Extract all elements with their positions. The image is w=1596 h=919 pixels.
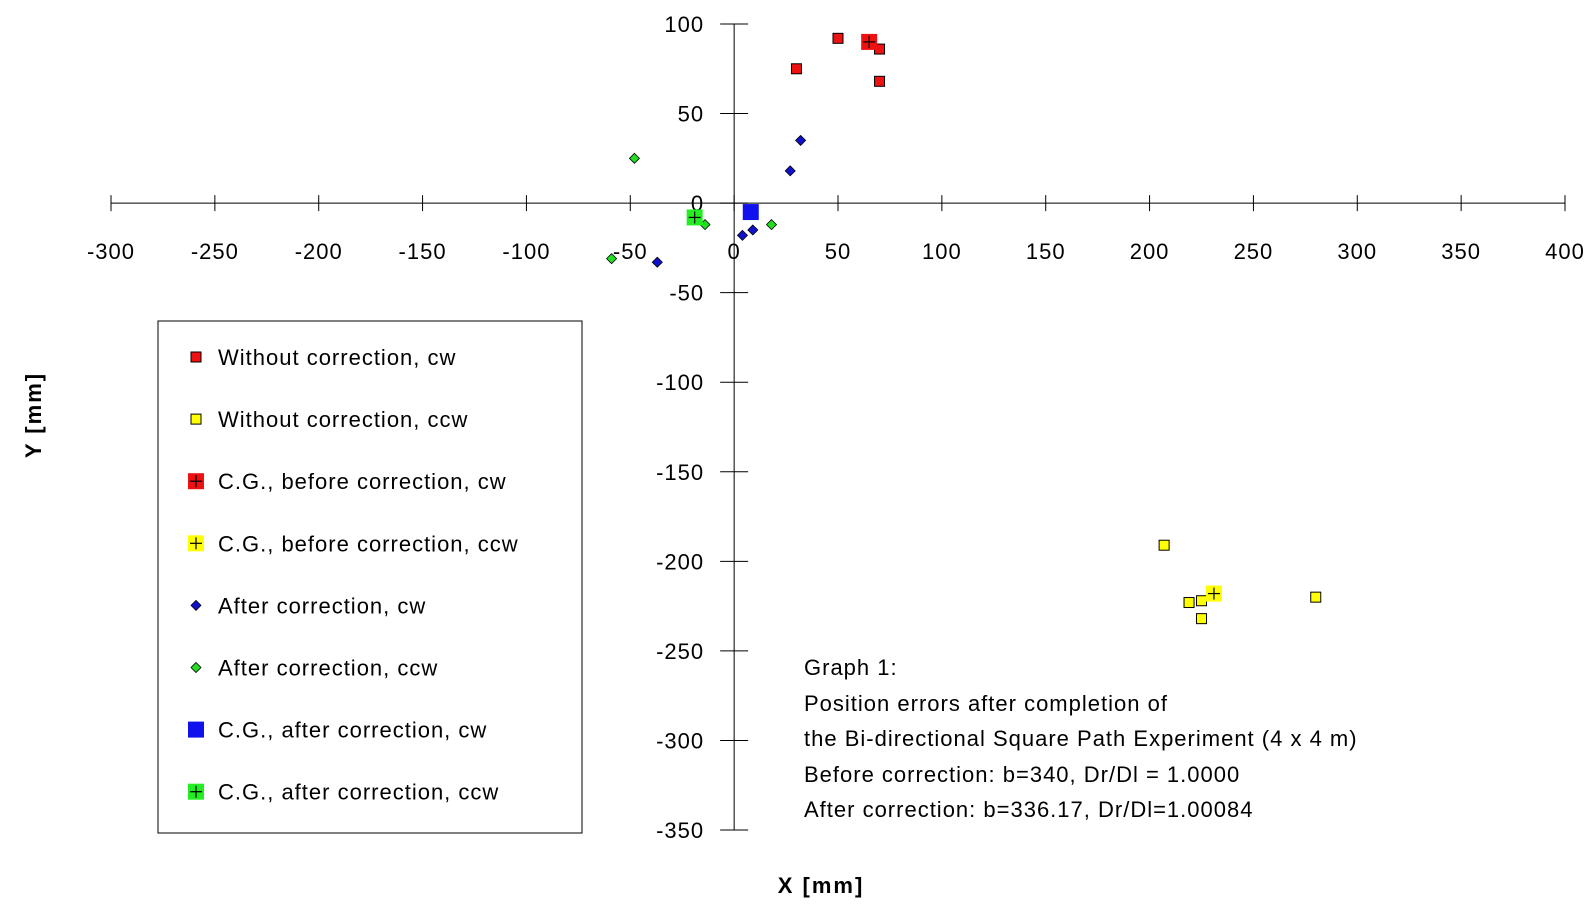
data-point — [861, 33, 878, 50]
data-point — [1205, 585, 1222, 602]
x-tick-label: -50 — [613, 239, 648, 264]
data-point — [628, 152, 641, 164]
data-point — [795, 134, 807, 146]
y-tick-label: -200 — [656, 549, 704, 574]
data-point — [790, 63, 802, 75]
data-point — [784, 165, 796, 177]
x-tick-label: 100 — [922, 239, 962, 264]
x-tick-label: 350 — [1441, 239, 1481, 264]
annotation-line-2: Position errors after completion of — [804, 691, 1168, 716]
data-point — [686, 209, 703, 226]
x-axis-title: X [mm] — [778, 873, 865, 898]
x-tick-label: -150 — [399, 239, 447, 264]
data-point — [874, 75, 886, 87]
data-point — [742, 204, 759, 221]
legend-item: Without correction, cw — [190, 345, 456, 370]
series-5 — [651, 134, 807, 268]
legend-marker — [190, 351, 202, 363]
legend-marker — [190, 599, 202, 611]
annotation-line-3: the Bi-directional Square Path Experimen… — [804, 726, 1358, 751]
series-2 — [1158, 539, 1322, 625]
legend-item: C.G., after correction, ccw — [188, 780, 499, 805]
data-point — [1310, 591, 1322, 603]
series-7 — [742, 204, 759, 221]
annotation-line-1: Graph 1: — [804, 655, 898, 680]
data-point — [736, 229, 749, 241]
x-tick-label: 200 — [1130, 239, 1170, 264]
data-point — [1158, 539, 1170, 551]
x-tick-label: 400 — [1545, 239, 1585, 264]
legend-item: C.G., after correction, cw — [188, 718, 487, 743]
legend-label: After correction, cw — [218, 593, 426, 618]
data-point — [1196, 595, 1207, 607]
legend-label: C.G., before correction, cw — [218, 469, 507, 494]
x-tick-label: -200 — [295, 239, 343, 264]
legend-item: After correction, cw — [190, 593, 426, 618]
series-8 — [686, 209, 703, 226]
data-point — [832, 32, 844, 44]
y-tick-label: 50 — [678, 102, 704, 127]
series-3 — [861, 33, 878, 50]
y-tick-label: -100 — [656, 370, 704, 395]
legend: Without correction, cw Without correction… — [157, 320, 583, 834]
x-tick-label: -250 — [191, 239, 239, 264]
x-tick-label: 250 — [1234, 239, 1274, 264]
y-tick-label: -250 — [656, 639, 704, 664]
x-tick-label: -100 — [502, 239, 550, 264]
plot-area — [606, 32, 1322, 625]
y-tick-label: -50 — [669, 281, 704, 306]
y-tick-label: -300 — [656, 728, 704, 753]
data-point — [1183, 597, 1195, 609]
y-tick-label: -350 — [656, 818, 704, 843]
x-tick-label: -300 — [87, 239, 135, 264]
series-4 — [1205, 585, 1222, 602]
legend-label: After correction, ccw — [218, 656, 438, 681]
legend-marker — [190, 661, 202, 674]
legend-label: C.G., before correction, ccw — [218, 531, 519, 556]
legend-marker — [188, 473, 204, 490]
legend-item: C.G., before correction, ccw — [188, 531, 519, 556]
legend-marker — [190, 413, 202, 425]
annotation: Graph 1: Position errors after completio… — [804, 655, 1358, 822]
x-tick-label: 300 — [1337, 239, 1377, 264]
legend-item: After correction, ccw — [190, 656, 438, 681]
legend-label: Without correction, ccw — [218, 407, 468, 432]
legend-item: C.G., before correction, cw — [188, 469, 507, 494]
legend-box — [157, 320, 583, 834]
data-point — [765, 219, 778, 231]
data-point — [1196, 613, 1207, 625]
data-point — [651, 256, 663, 268]
annotation-line-4: Before correction: b=340, Dr/Dl = 1.0000 — [804, 762, 1240, 787]
legend-label: C.G., after correction, cw — [218, 718, 487, 743]
legend-marker — [188, 721, 204, 738]
data-point — [747, 224, 759, 236]
y-tick-label: -150 — [656, 460, 704, 485]
legend-item: Without correction, ccw — [190, 407, 468, 432]
data-point — [606, 253, 618, 265]
legend-marker — [188, 535, 204, 552]
y-axis-title: Y [mm] — [21, 372, 46, 458]
legend-marker — [188, 783, 204, 800]
x-tick-label: 0 — [728, 239, 741, 264]
x-tick-label: 50 — [825, 239, 851, 264]
legend-label: C.G., after correction, ccw — [218, 780, 499, 805]
annotation-line-5: After correction: b=336.17, Dr/Dl=1.0008… — [804, 797, 1253, 822]
x-tick-label: 150 — [1026, 239, 1066, 264]
axes: -300 -250 -200 -150 -100 -50 0 50 100 150 200 250 30… — [87, 12, 1585, 843]
legend-label: Without correction, cw — [218, 345, 456, 370]
y-tick-label: 100 — [664, 12, 704, 37]
